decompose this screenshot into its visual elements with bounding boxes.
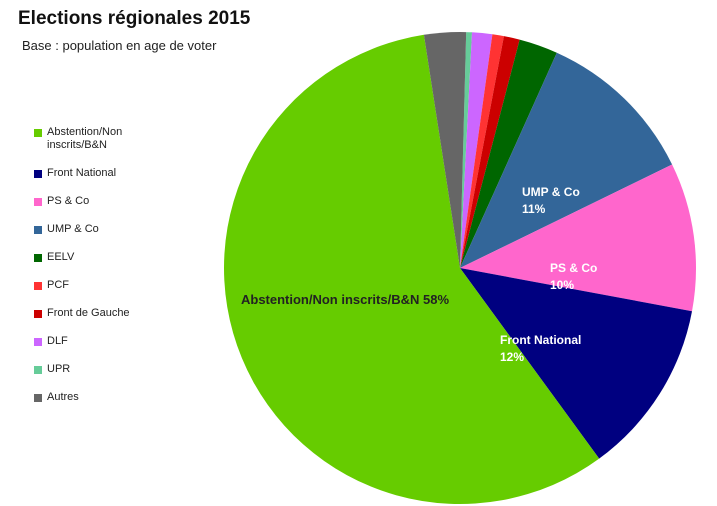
chart-subtitle: Base : population en age de voter — [22, 38, 217, 53]
legend-label: Front National — [47, 167, 117, 179]
legend-swatch — [34, 129, 42, 137]
pie-slices — [224, 31, 697, 505]
pie-slice-front-de-gauche — [460, 36, 520, 268]
pie-slice-abstention — [224, 34, 600, 505]
pie-labels: Abstention/Non inscrits/B&N 58% Front Na… — [241, 185, 601, 364]
legend-swatch — [34, 198, 42, 206]
legend-swatch — [34, 226, 42, 234]
legend-label: Autres — [47, 391, 79, 403]
chart-title: Elections régionales 2015 — [18, 8, 251, 29]
legend-swatch — [34, 394, 42, 402]
legend-item-upr: UPR — [34, 363, 184, 376]
slice-label-line2: 10% — [550, 278, 574, 292]
legend-label: UPR — [47, 363, 71, 375]
legend-item-ump: UMP & Co — [34, 223, 184, 236]
slice-label-line1: PS & Co — [550, 261, 597, 275]
pie-slice-dlf — [460, 32, 493, 269]
slice-label-line1: Front National — [500, 333, 581, 347]
legend-swatch — [34, 254, 42, 262]
legend-item-front-national: Front National — [34, 167, 184, 180]
legend-swatch — [34, 310, 42, 318]
pie-slice-ump — [460, 52, 673, 268]
slice-label-front-national: Front National 12% — [500, 333, 585, 364]
legend-item-eelv: EELV — [34, 251, 184, 264]
legend-label: Front de Gauche — [47, 307, 130, 319]
legend-swatch — [34, 338, 42, 346]
slice-label-ps: PS & Co 10% — [550, 261, 601, 292]
legend-label: Abstention/Non inscrits/B&N — [47, 126, 123, 151]
pie-slice-pcf — [460, 34, 504, 269]
legend-item-pcf: PCF — [34, 279, 184, 292]
pie-slice-upr — [460, 32, 473, 268]
legend-label: PS & Co — [47, 195, 90, 207]
slice-label-abstention: Abstention/Non inscrits/B&N 58% — [241, 292, 449, 307]
pie-slice-front-national — [460, 268, 693, 459]
legend-label: DLF — [47, 335, 68, 347]
legend-item-ps: PS & Co — [34, 195, 184, 208]
pie-slice-ps — [460, 164, 697, 312]
slice-label-line2: 12% — [500, 350, 524, 364]
slice-label-line2: 11% — [522, 202, 546, 216]
pie-slice-eelv — [460, 39, 557, 268]
legend-swatch — [34, 282, 42, 290]
pie-slice-autres — [423, 31, 467, 268]
slice-label-line1: Abstention/Non inscrits/B&N 58% — [241, 292, 449, 307]
legend-label: PCF — [47, 279, 69, 291]
legend-label: EELV — [47, 251, 75, 263]
legend-item-autres: Autres — [34, 391, 184, 404]
slice-label-ump: UMP & Co 11% — [522, 185, 583, 216]
legend-swatch — [34, 170, 42, 178]
legend: Abstention/Non inscrits/B&N Front Nation… — [34, 126, 184, 419]
legend-item-front-de-gauche: Front de Gauche — [34, 307, 184, 320]
legend-item-abstention: Abstention/Non inscrits/B&N — [34, 126, 184, 152]
legend-item-dlf: DLF — [34, 335, 184, 348]
legend-swatch — [34, 366, 42, 374]
legend-label: UMP & Co — [47, 223, 99, 235]
slice-label-line1: UMP & Co — [522, 185, 580, 199]
